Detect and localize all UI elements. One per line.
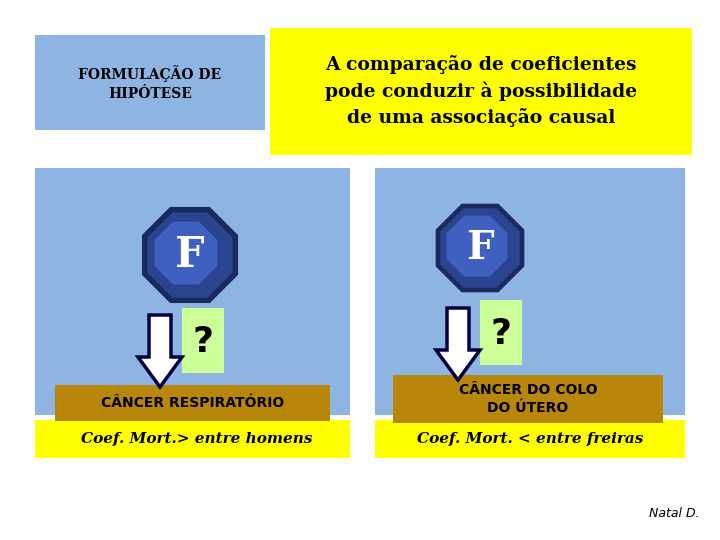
Polygon shape bbox=[148, 213, 233, 298]
Polygon shape bbox=[155, 221, 217, 285]
FancyBboxPatch shape bbox=[375, 168, 685, 415]
FancyBboxPatch shape bbox=[35, 168, 350, 415]
FancyBboxPatch shape bbox=[270, 28, 692, 155]
Polygon shape bbox=[446, 215, 508, 276]
FancyBboxPatch shape bbox=[182, 308, 224, 373]
Text: F: F bbox=[175, 234, 204, 276]
FancyBboxPatch shape bbox=[35, 420, 350, 458]
Text: A comparação de coeficientes
pode conduzir à possibilidade
de uma associação cau: A comparação de coeficientes pode conduz… bbox=[325, 55, 637, 127]
FancyBboxPatch shape bbox=[480, 300, 522, 365]
Text: Natal D.: Natal D. bbox=[649, 507, 700, 520]
Text: ?: ? bbox=[490, 318, 511, 352]
Text: F: F bbox=[466, 229, 494, 267]
Polygon shape bbox=[440, 208, 520, 288]
FancyBboxPatch shape bbox=[35, 35, 265, 130]
Text: FORMULAÇÃO DE
HIPÓTESE: FORMULAÇÃO DE HIPÓTESE bbox=[78, 65, 222, 101]
Text: CÂNCER DO COLO
DO ÚTERO: CÂNCER DO COLO DO ÚTERO bbox=[459, 383, 598, 415]
Polygon shape bbox=[138, 315, 182, 387]
FancyBboxPatch shape bbox=[55, 385, 330, 421]
FancyBboxPatch shape bbox=[375, 420, 685, 458]
Polygon shape bbox=[436, 204, 524, 292]
FancyBboxPatch shape bbox=[393, 375, 663, 423]
Text: Coef. Mort.> entre homens: Coef. Mort.> entre homens bbox=[81, 432, 312, 446]
Polygon shape bbox=[436, 308, 480, 380]
Text: ?: ? bbox=[192, 326, 214, 360]
Text: CÂNCER RESPIRATÓRIO: CÂNCER RESPIRATÓRIO bbox=[101, 396, 284, 410]
Polygon shape bbox=[142, 207, 238, 303]
Text: Coef. Mort. < entre freiras: Coef. Mort. < entre freiras bbox=[417, 432, 643, 446]
